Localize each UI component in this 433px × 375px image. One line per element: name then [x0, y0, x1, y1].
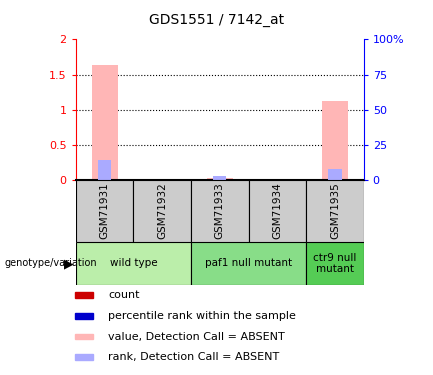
Text: GSM71932: GSM71932 — [157, 183, 167, 239]
Text: paf1 null mutant: paf1 null mutant — [205, 258, 292, 268]
Bar — [92, 65, 117, 180]
Text: GSM71931: GSM71931 — [100, 183, 110, 239]
Bar — [191, 180, 249, 242]
Text: ctr9 null
mutant: ctr9 null mutant — [313, 253, 357, 274]
Bar — [76, 242, 191, 285]
Bar — [149, 178, 175, 180]
Text: count: count — [108, 290, 139, 300]
Bar — [249, 180, 306, 242]
Text: GDS1551 / 7142_at: GDS1551 / 7142_at — [149, 13, 284, 27]
Bar — [265, 179, 290, 180]
Bar — [75, 313, 93, 319]
Bar — [75, 334, 93, 339]
Text: rank, Detection Call = ABSENT: rank, Detection Call = ABSENT — [108, 352, 279, 362]
Bar — [322, 100, 348, 180]
Text: GSM71934: GSM71934 — [272, 183, 282, 239]
Bar — [75, 354, 93, 360]
Text: value, Detection Call = ABSENT: value, Detection Call = ABSENT — [108, 332, 284, 342]
Bar — [191, 242, 306, 285]
Bar — [75, 292, 93, 298]
Text: wild type: wild type — [110, 258, 157, 268]
Text: ▶: ▶ — [64, 257, 74, 270]
Bar — [76, 180, 133, 242]
Bar — [328, 170, 342, 180]
Text: GSM71935: GSM71935 — [330, 183, 340, 239]
Text: genotype/variation: genotype/variation — [4, 258, 97, 268]
Bar — [306, 180, 364, 242]
Bar — [306, 242, 364, 285]
Text: GSM71933: GSM71933 — [215, 183, 225, 239]
Text: percentile rank within the sample: percentile rank within the sample — [108, 311, 296, 321]
Bar — [133, 180, 191, 242]
Bar — [207, 178, 233, 180]
Bar — [213, 177, 226, 180]
Bar — [98, 160, 111, 180]
